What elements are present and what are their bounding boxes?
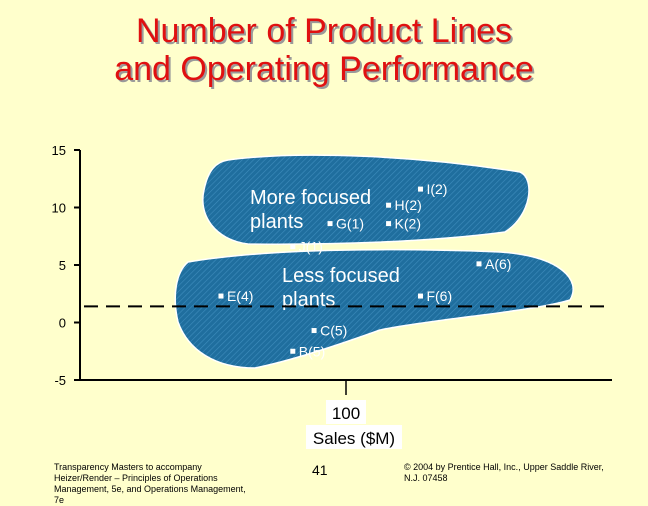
y-ticks: 15 10 5 0 -5 xyxy=(52,143,80,388)
footer-left: Transparency Masters to accompany Heizer… xyxy=(54,462,254,506)
data-point-marker xyxy=(218,293,224,299)
page-number: 41 xyxy=(312,462,328,478)
data-point-marker xyxy=(327,221,333,227)
x-axis-title: Sales ($M) xyxy=(313,429,395,448)
data-point-marker xyxy=(290,244,296,250)
regions-layer xyxy=(174,154,574,369)
data-point-label: A(6) xyxy=(485,256,511,272)
footer-left-line: 7e xyxy=(54,495,65,505)
region-label-more-line1: More focused xyxy=(250,187,371,209)
y-tick-label: -5 xyxy=(54,373,66,388)
points-layer: I(2)H(2) G(1) K(2) J(1) A(6) E(4) F(6) C(5) B(5) xyxy=(218,181,511,359)
title-line-2: and Operating Performance xyxy=(114,50,534,88)
footer-left-line: Transparency Masters to accompany xyxy=(54,462,202,472)
region-more-focused xyxy=(202,154,530,245)
data-point-label: J(1) xyxy=(299,239,323,255)
data-point-marker xyxy=(311,328,317,334)
footer-right-line: N.J. 07458 xyxy=(404,473,448,483)
footer-right-line: © 2004 by Prentice Hall, Inc., Upper Sad… xyxy=(404,462,604,472)
footer-left-line: Heizer/Render – Principles of Operations xyxy=(54,473,218,483)
data-point-label: B(5) xyxy=(299,343,325,359)
x-label-box-1 xyxy=(326,400,366,424)
y-tick-label: 5 xyxy=(59,258,66,273)
data-point-label: I(2) xyxy=(426,181,447,197)
footer-right: © 2004 by Prentice Hall, Inc., Upper Sad… xyxy=(404,462,634,484)
x-tick-label-100: 100 xyxy=(332,404,360,423)
y-tick-label: 0 xyxy=(59,316,66,331)
data-point-marker xyxy=(476,261,482,267)
footer-left-line: Management, 5e, and Operations Managemen… xyxy=(54,484,246,494)
region-label-more-line2: plants xyxy=(250,211,303,233)
data-point-label: K(2) xyxy=(395,216,421,232)
data-point-marker xyxy=(417,186,423,192)
data-point-label: G(1) xyxy=(336,216,364,232)
data-point-label: F(6) xyxy=(426,288,452,304)
data-point-marker xyxy=(290,348,296,354)
y-tick-label: 15 xyxy=(52,143,66,158)
data-point-marker xyxy=(417,293,423,299)
data-point-label: E(4) xyxy=(227,288,253,304)
x-label-box-2 xyxy=(306,425,402,449)
y-tick-label: 10 xyxy=(52,201,66,216)
data-point-marker xyxy=(386,202,392,208)
x-axis-label: 100 Sales ($M) xyxy=(306,400,402,449)
data-point-label: H(2) xyxy=(395,197,422,213)
data-point-marker xyxy=(386,221,392,227)
data-point-label: C(5) xyxy=(320,323,347,339)
region-label-less-line1: Less focused xyxy=(282,265,400,287)
region-label-less-line2: plants xyxy=(282,289,335,311)
title-line-1: Number of Product Lines xyxy=(135,12,513,50)
page-title: Number of Product Lines and Operating Pe… xyxy=(0,12,648,88)
region-less-focused xyxy=(174,248,574,369)
